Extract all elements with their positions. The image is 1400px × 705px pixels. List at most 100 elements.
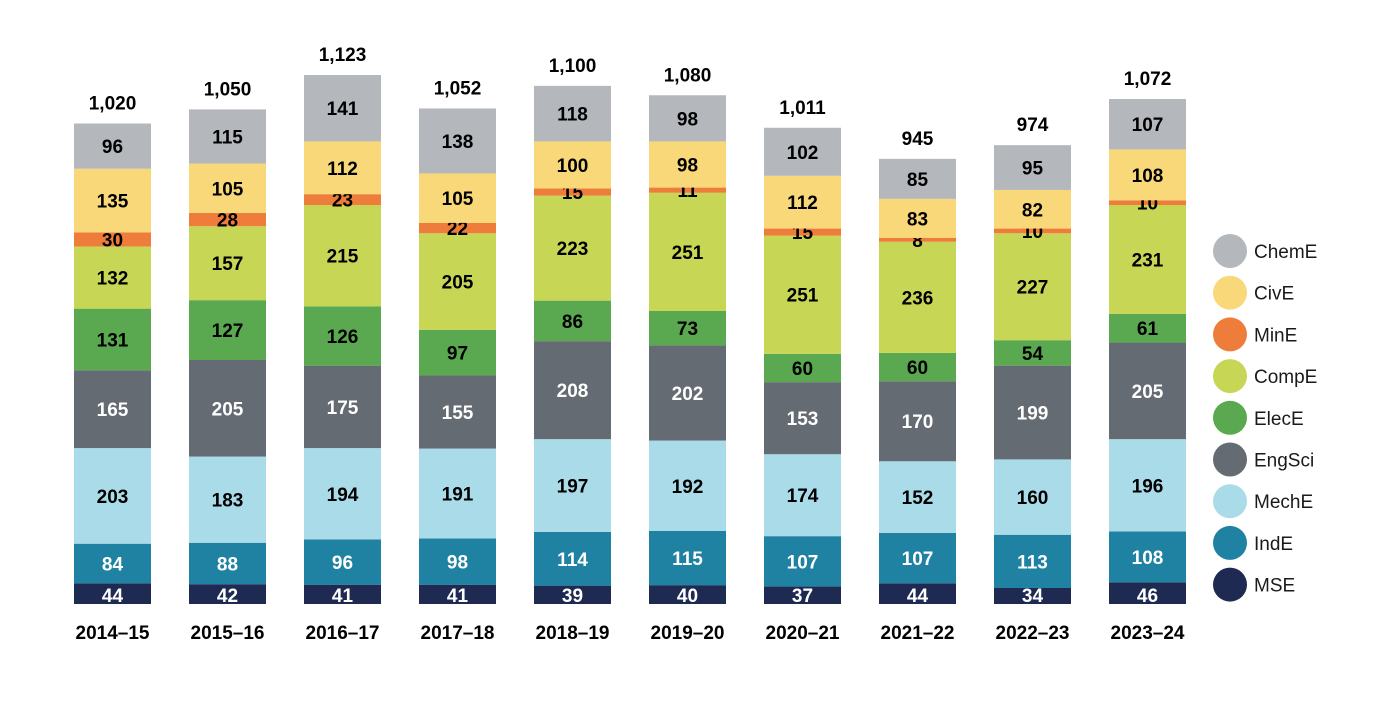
bar-segment-inde-2 — [304, 539, 381, 585]
bar-total-label-2: 1,123 — [319, 45, 367, 66]
segment-label-cheme-3: 138 — [442, 132, 474, 153]
bar-segment-compe-2 — [304, 205, 381, 307]
legend-label-compe: CompE — [1254, 367, 1317, 388]
bar-segment-compe-0 — [74, 246, 151, 309]
legend-label-mine: MinE — [1254, 325, 1297, 346]
legend-label-elece: ElecE — [1254, 409, 1304, 430]
bar-segment-meche-2 — [304, 448, 381, 540]
legend-label-cheme: ChemE — [1254, 242, 1317, 263]
legend-label-meche: MechE — [1254, 492, 1313, 513]
bar-segment-mine-3 — [419, 222, 496, 234]
bar-total-label-6: 1,011 — [779, 98, 826, 119]
segment-label-mse-8: 34 — [1022, 586, 1044, 607]
legend-swatch-cive — [1213, 275, 1247, 310]
bar-segment-engsci-0 — [74, 370, 151, 449]
legend-swatch-inde — [1213, 525, 1247, 560]
segment-label-inde-4: 114 — [557, 550, 588, 571]
bar-segment-compe-8 — [994, 233, 1071, 341]
legend-swatch-mine — [1213, 317, 1247, 352]
segment-label-cheme-1: 115 — [212, 127, 243, 148]
segment-label-elece-9: 61 — [1137, 319, 1159, 340]
totals-layer: 1,020 1,050 1,123 1,052 1,100 1,080 1,011 945 97… — [89, 45, 1172, 150]
bar-segment-compe-7 — [879, 241, 956, 353]
segment-label-cheme-6: 102 — [787, 143, 819, 164]
x-tick-label-4: 2018–19 — [536, 623, 610, 644]
bar-segment-inde-1 — [189, 542, 266, 585]
bar-segment-elece-7 — [879, 352, 956, 382]
bar-total-label-9: 1,072 — [1124, 69, 1172, 90]
bar-segment-mse-5 — [649, 585, 726, 604]
bar-segment-mse-3 — [419, 584, 496, 604]
bar-segment-mine-0 — [74, 232, 151, 247]
bar-segment-engsci-4 — [534, 341, 611, 440]
segment-label-elece-7: 60 — [907, 358, 928, 379]
bar-segment-cive-0 — [74, 168, 151, 233]
bar-segment-meche-5 — [649, 440, 726, 531]
bar-segment-cheme-1 — [189, 109, 266, 164]
legend-swatch-engsci — [1213, 442, 1247, 477]
legend-label-mse: MSE — [1254, 576, 1295, 597]
segment-label-elece-8: 54 — [1022, 344, 1044, 365]
segment-label-inde-6: 107 — [787, 552, 819, 573]
segment-label-meche-0: 203 — [97, 487, 129, 508]
segment-label-meche-7: 152 — [902, 488, 934, 509]
segment-label-cive-4: 100 — [557, 156, 589, 177]
bar-segment-cive-9 — [1109, 149, 1186, 201]
bar-segment-mse-8 — [994, 587, 1071, 604]
bar-segment-cive-2 — [304, 141, 381, 195]
bar-segment-cheme-9 — [1109, 99, 1186, 150]
legend-swatch-cheme — [1213, 234, 1247, 268]
bar-segment-elece-1 — [189, 300, 266, 360]
bar-segment-inde-5 — [649, 530, 726, 586]
segment-label-inde-9: 108 — [1132, 548, 1164, 569]
bar-total-label-4: 1,100 — [549, 56, 597, 77]
bar-segment-cive-8 — [994, 189, 1071, 229]
bar-segment-meche-1 — [189, 456, 266, 543]
segment-label-meche-1: 183 — [212, 491, 244, 512]
bar-segment-cheme-7 — [879, 158, 956, 199]
bar-segment-engsci-8 — [994, 365, 1071, 460]
segment-label-compe-2: 215 — [327, 247, 359, 268]
segment-label-cheme-8: 95 — [1022, 159, 1044, 180]
segment-label-engsci-1: 205 — [212, 399, 244, 420]
legend: ChemE CivE MinE CompE ElecE EngSci MechE IndE MS… — [1213, 234, 1317, 602]
bar-segment-compe-6 — [764, 235, 841, 354]
segment-label-elece-5: 73 — [677, 319, 698, 340]
bar-segment-elece-2 — [304, 306, 381, 366]
bar-segment-engsci-5 — [649, 345, 726, 441]
segment-label-engsci-3: 155 — [442, 403, 474, 424]
bar-total-label-3: 1,052 — [434, 78, 482, 99]
segment-label-inde-7: 107 — [902, 549, 934, 570]
segment-label-cheme-2: 141 — [327, 99, 359, 120]
segment-label-mse-0: 44 — [102, 586, 124, 607]
segment-label-engsci-4: 208 — [557, 381, 589, 402]
bar-segment-inde-8 — [994, 534, 1071, 588]
bar-total-label-1: 1,050 — [204, 79, 252, 100]
segment-label-mine-3: 22 — [447, 219, 468, 240]
segment-label-engsci-6: 153 — [787, 409, 819, 430]
segment-label-inde-1: 88 — [217, 554, 238, 575]
bar-segment-elece-3 — [419, 329, 496, 376]
segment-label-compe-1: 157 — [212, 254, 244, 275]
bar-segment-meche-9 — [1109, 439, 1186, 532]
segment-label-meche-5: 192 — [672, 477, 704, 498]
bar-segment-compe-5 — [649, 192, 726, 312]
bar-segment-meche-4 — [534, 439, 611, 532]
segment-label-cive-9: 108 — [1132, 166, 1164, 187]
bar-segment-mine-9 — [1109, 200, 1186, 206]
bar-segment-inde-9 — [1109, 531, 1186, 583]
bar-segment-inde-6 — [764, 536, 841, 587]
segment-label-meche-4: 197 — [557, 477, 589, 498]
segment-label-engsci-7: 170 — [902, 412, 934, 433]
legend-swatch-meche — [1213, 484, 1247, 519]
segment-label-cive-8: 82 — [1022, 200, 1043, 221]
segment-label-engsci-0: 165 — [97, 400, 129, 421]
bar-segment-cheme-6 — [764, 127, 841, 176]
segment-label-meche-6: 174 — [787, 486, 819, 507]
segment-label-inde-8: 113 — [1017, 552, 1048, 573]
segment-label-engsci-9: 205 — [1132, 382, 1164, 403]
bar-segment-mine-8 — [994, 228, 1071, 234]
segment-label-compe-0: 132 — [97, 269, 129, 290]
segment-label-mse-3: 41 — [447, 586, 469, 607]
